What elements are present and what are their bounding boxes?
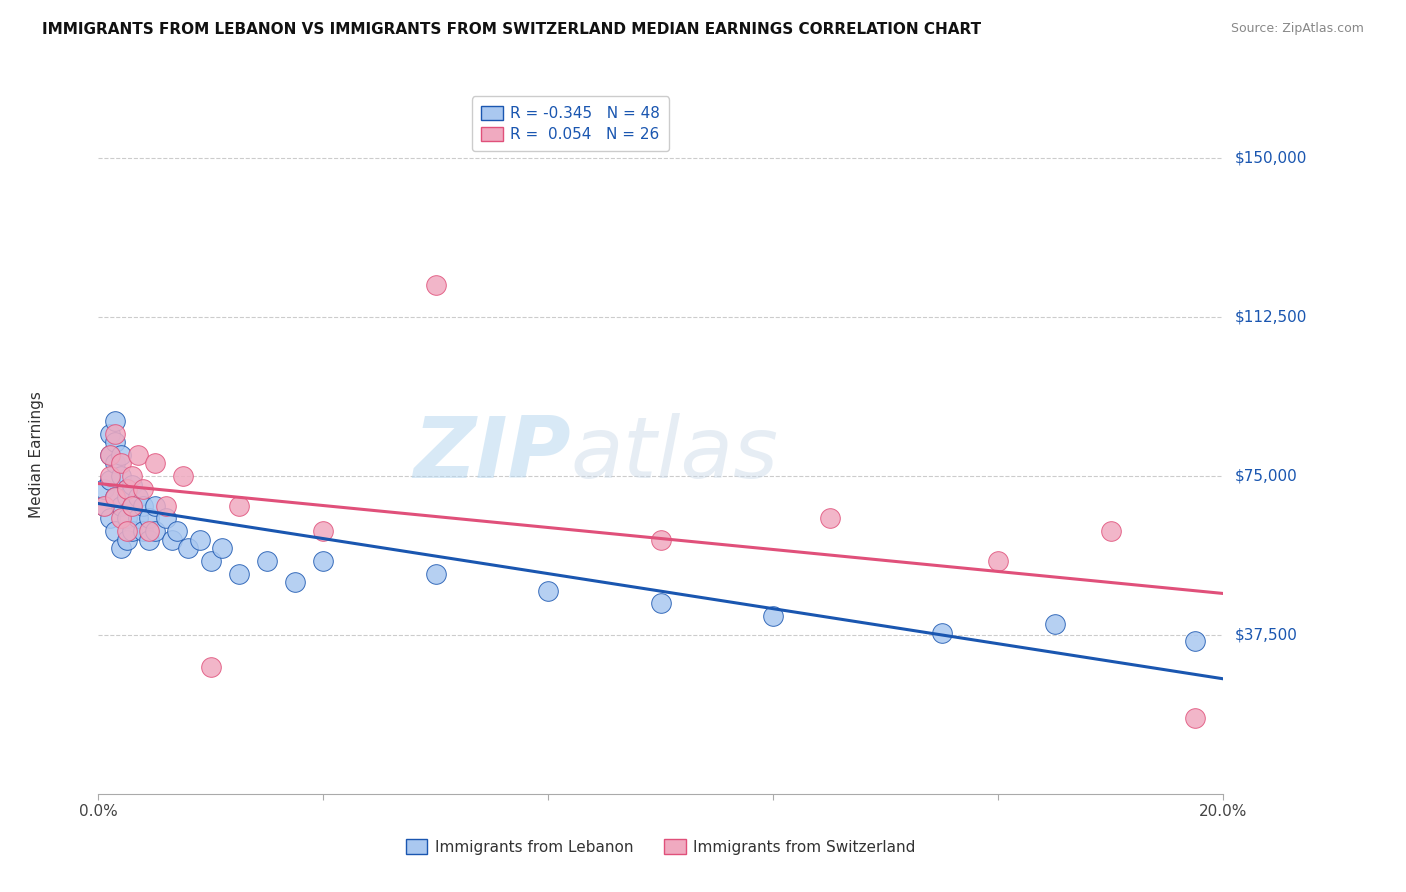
- Point: [143, 524, 166, 538]
- Point: [172, 469, 194, 483]
- Point: [312, 554, 335, 568]
- Point: [98, 448, 121, 462]
- Point: [121, 477, 143, 491]
- Point: [98, 426, 121, 441]
- Text: $112,500: $112,500: [1234, 310, 1306, 325]
- Point: [284, 574, 307, 589]
- Point: [110, 499, 132, 513]
- Point: [650, 596, 672, 610]
- Point: [143, 456, 166, 471]
- Point: [537, 583, 560, 598]
- Point: [110, 469, 132, 483]
- Text: IMMIGRANTS FROM LEBANON VS IMMIGRANTS FROM SWITZERLAND MEDIAN EARNINGS CORRELATI: IMMIGRANTS FROM LEBANON VS IMMIGRANTS FR…: [42, 22, 981, 37]
- Point: [228, 499, 250, 513]
- Point: [104, 414, 127, 428]
- Text: Median Earnings: Median Earnings: [30, 392, 44, 518]
- Point: [1043, 617, 1066, 632]
- Point: [987, 554, 1010, 568]
- Point: [98, 469, 121, 483]
- Text: $75,000: $75,000: [1234, 468, 1298, 483]
- Point: [762, 608, 785, 623]
- Point: [127, 448, 149, 462]
- Point: [98, 473, 121, 487]
- Point: [1184, 634, 1206, 648]
- Point: [177, 541, 200, 555]
- Point: [115, 524, 138, 538]
- Point: [115, 482, 138, 496]
- Point: [115, 511, 138, 525]
- Point: [98, 448, 121, 462]
- Point: [425, 278, 447, 293]
- Point: [818, 511, 841, 525]
- Point: [143, 499, 166, 513]
- Text: ZIP: ZIP: [413, 413, 571, 497]
- Point: [110, 541, 132, 555]
- Point: [160, 533, 183, 547]
- Point: [98, 511, 121, 525]
- Point: [256, 554, 278, 568]
- Point: [121, 524, 143, 538]
- Point: [93, 499, 115, 513]
- Point: [1099, 524, 1122, 538]
- Text: $150,000: $150,000: [1234, 151, 1306, 166]
- Point: [155, 511, 177, 525]
- Point: [93, 482, 115, 496]
- Point: [312, 524, 335, 538]
- Point: [425, 566, 447, 581]
- Point: [127, 490, 149, 504]
- Point: [121, 499, 143, 513]
- Point: [115, 490, 138, 504]
- Point: [127, 511, 149, 525]
- Point: [1184, 710, 1206, 724]
- Legend: Immigrants from Lebanon, Immigrants from Switzerland: Immigrants from Lebanon, Immigrants from…: [399, 833, 922, 861]
- Point: [200, 660, 222, 674]
- Point: [110, 456, 132, 471]
- Point: [115, 533, 138, 547]
- Text: atlas: atlas: [571, 413, 779, 497]
- Point: [104, 456, 127, 471]
- Point: [166, 524, 188, 538]
- Point: [132, 524, 155, 538]
- Point: [104, 490, 127, 504]
- Point: [132, 482, 155, 496]
- Point: [650, 533, 672, 547]
- Point: [200, 554, 222, 568]
- Point: [138, 511, 160, 525]
- Point: [110, 511, 132, 525]
- Text: $37,500: $37,500: [1234, 627, 1298, 642]
- Point: [211, 541, 233, 555]
- Text: Source: ZipAtlas.com: Source: ZipAtlas.com: [1230, 22, 1364, 36]
- Point: [931, 626, 953, 640]
- Point: [155, 499, 177, 513]
- Point: [104, 524, 127, 538]
- Point: [228, 566, 250, 581]
- Point: [104, 435, 127, 450]
- Point: [93, 499, 115, 513]
- Point: [110, 448, 132, 462]
- Point: [104, 426, 127, 441]
- Point: [121, 469, 143, 483]
- Point: [132, 499, 155, 513]
- Point: [104, 490, 127, 504]
- Point: [115, 482, 138, 496]
- Point: [188, 533, 211, 547]
- Point: [138, 533, 160, 547]
- Point: [138, 524, 160, 538]
- Point: [121, 499, 143, 513]
